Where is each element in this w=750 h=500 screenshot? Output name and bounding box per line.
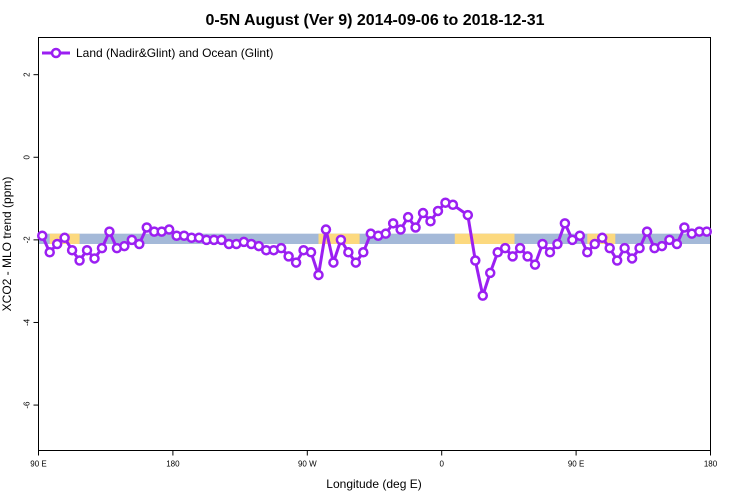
data-point — [425, 216, 436, 227]
data-point — [402, 211, 414, 223]
data-point — [283, 251, 294, 262]
data-point — [664, 234, 675, 246]
data-point — [96, 242, 108, 254]
data-point — [328, 257, 339, 268]
data-point — [66, 244, 78, 256]
y-axis-label: XCO2 - MLO trend (ppm) — [0, 177, 14, 312]
data-point — [74, 255, 85, 266]
chart-title: 0-5N August (Ver 9) 2014-09-06 to 2018-1… — [205, 12, 544, 29]
y-tick-label: -4 — [23, 318, 32, 326]
data-point — [89, 253, 100, 264]
data-point — [679, 222, 690, 233]
data-point — [492, 247, 503, 258]
data-point — [559, 218, 571, 229]
data-point — [305, 247, 317, 258]
land-band-segment — [454, 233, 515, 244]
data-point — [335, 234, 347, 246]
data-point — [589, 238, 601, 250]
data-point — [320, 224, 332, 235]
data-point — [51, 238, 63, 250]
x-axis-label: Longitude (deg E) — [326, 477, 421, 491]
data-point — [619, 242, 630, 254]
x-tick-label: 90 W — [298, 460, 317, 469]
data-point — [134, 238, 145, 250]
y-axis: 2 0 -2 -4 -6 — [23, 72, 39, 409]
data-point — [253, 240, 265, 252]
data-point — [36, 230, 48, 241]
plot-frame — [38, 37, 711, 451]
data-point — [59, 232, 70, 244]
data-point — [447, 199, 459, 211]
data-point — [462, 209, 474, 221]
y-tick-label: -2 — [23, 236, 32, 244]
data-point — [313, 269, 324, 281]
data-point — [507, 251, 518, 262]
data-point — [701, 226, 713, 237]
x-tick-label: 90 E — [568, 460, 584, 469]
data-point — [44, 247, 55, 258]
data-point — [104, 226, 115, 237]
data-point — [119, 240, 130, 252]
data-point — [567, 234, 578, 246]
x-tick-label: 90 E — [30, 460, 46, 469]
data-point — [410, 222, 421, 233]
series-layer — [36, 197, 713, 301]
data-point — [596, 232, 608, 244]
data-point — [432, 205, 444, 217]
data-point — [656, 240, 668, 252]
data-point — [395, 224, 406, 235]
y-tick-label: 0 — [23, 154, 32, 159]
data-point — [499, 242, 511, 254]
data-point — [290, 257, 302, 268]
data-point — [522, 251, 533, 262]
data-point — [552, 238, 563, 250]
x-tick-label: 0 — [439, 460, 444, 469]
x-tick-label: 180 — [166, 460, 180, 469]
data-point — [380, 228, 391, 239]
legend-label: Land (Nadir&Glint) and Ocean (Glint) — [76, 46, 273, 60]
data-point — [529, 259, 541, 270]
data-point — [81, 244, 93, 256]
x-axis: 90 E 180 90 W 0 90 E 180 — [30, 450, 718, 469]
data-point — [216, 234, 227, 246]
data-point — [604, 242, 615, 254]
data-point — [417, 207, 429, 219]
data-point — [582, 247, 593, 258]
data-point — [626, 253, 638, 264]
data-point — [641, 226, 653, 237]
data-point — [387, 218, 399, 229]
data-point — [470, 255, 481, 266]
data-point — [350, 257, 362, 268]
y-tick-label: 2 — [23, 72, 32, 77]
data-point — [163, 224, 175, 235]
data-point — [484, 267, 496, 279]
y-tick-label: -6 — [23, 401, 32, 409]
data-point — [634, 242, 645, 254]
data-point — [275, 242, 287, 254]
data-point — [477, 290, 489, 301]
data-point — [141, 222, 153, 233]
data-point — [514, 242, 526, 254]
data-point — [544, 247, 556, 258]
data-point — [537, 238, 548, 250]
data-point — [358, 247, 369, 258]
data-point — [611, 255, 623, 266]
x-tick-label: 180 — [704, 460, 718, 469]
data-point — [574, 230, 586, 241]
legend: Land (Nadir&Glint) and Ocean (Glint) — [42, 46, 273, 60]
data-point — [126, 234, 138, 246]
data-point — [671, 238, 683, 250]
data-point — [343, 247, 354, 258]
legend-marker — [50, 47, 62, 59]
